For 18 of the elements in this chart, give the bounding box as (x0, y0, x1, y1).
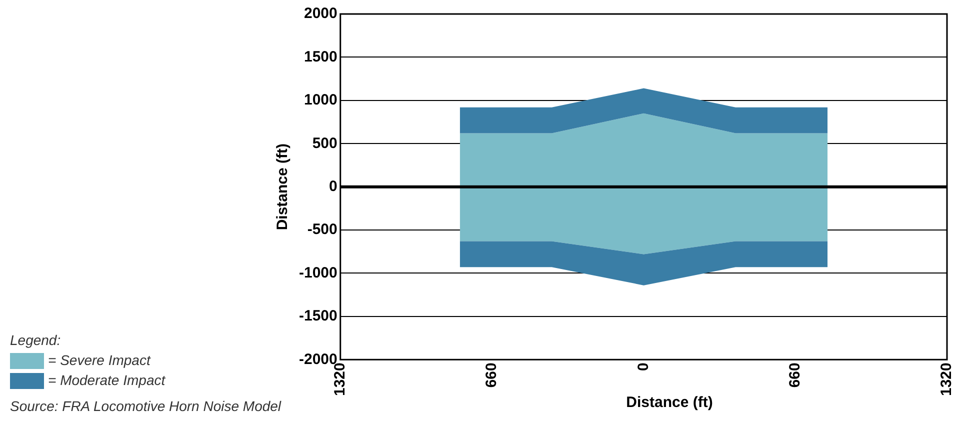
y-tick-label: 2000 (304, 5, 338, 22)
x-tick-label: 1320 (938, 362, 956, 396)
y-tick-label: -500 (307, 221, 338, 238)
legend-label: = Severe Impact (47, 351, 152, 370)
source-note: Source: FRA Locomotive Horn Noise Model (10, 398, 282, 414)
y-axis-title: Distance (ft) (274, 143, 292, 230)
x-axis-title: Distance (ft) (626, 394, 713, 411)
y-tick-label: -1000 (298, 264, 338, 282)
y-tick-label: 0 (329, 178, 338, 195)
y-tick-label: 1500 (304, 48, 338, 66)
legend-title: Legend: (10, 331, 62, 350)
legend-label: = Moderate Impact (47, 371, 166, 390)
y-tick-label: 1000 (304, 92, 338, 109)
x-tick-label: 660 (786, 362, 804, 388)
x-tick-label: 660 (483, 362, 500, 388)
y-tick-label: -1500 (298, 308, 338, 325)
x-tick-label: 0 (634, 362, 652, 371)
y-tick-label: 500 (312, 134, 338, 152)
